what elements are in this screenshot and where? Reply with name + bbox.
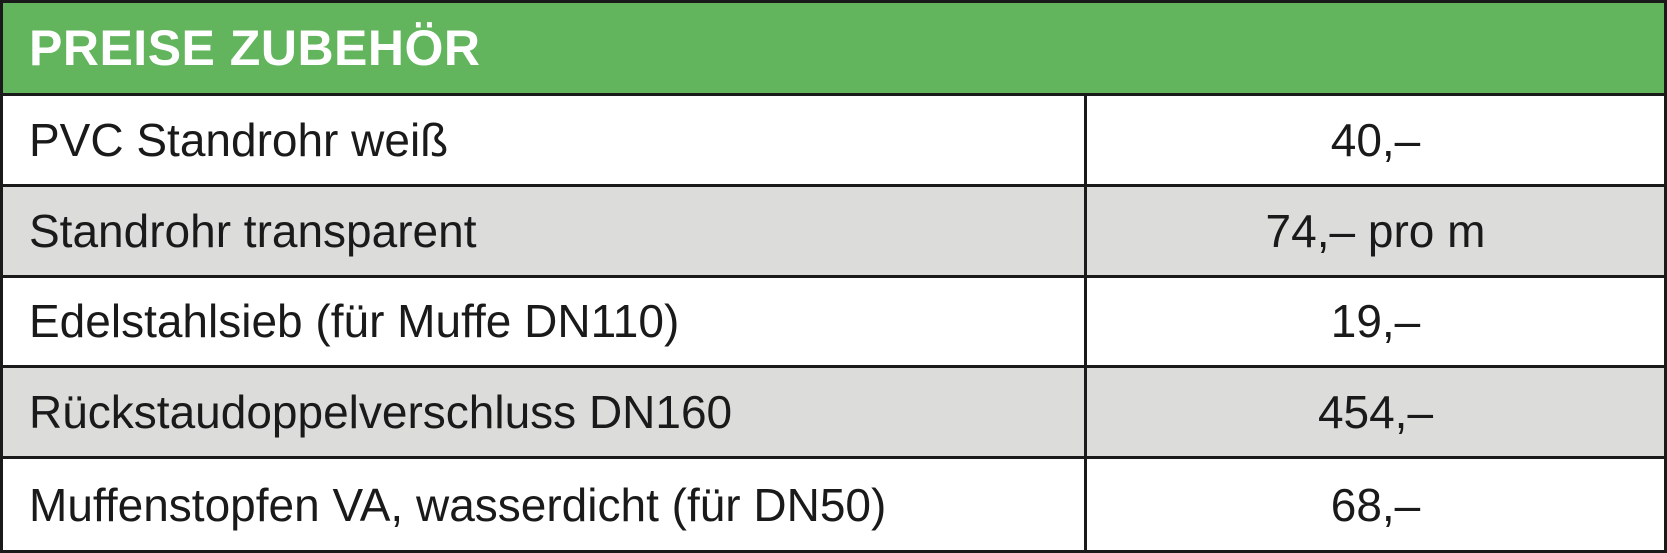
table-row: Muffenstopfen VA, wasserdicht (für DN50)… bbox=[3, 459, 1664, 550]
item-name: Muffenstopfen VA, wasserdicht (für DN50) bbox=[29, 478, 887, 531]
table-title: PREISE ZUBEHÖR bbox=[29, 20, 481, 76]
item-name: PVC Standrohr weiß bbox=[29, 113, 449, 166]
item-name: Standrohr transparent bbox=[29, 204, 477, 257]
item-price: 74,– pro m bbox=[1084, 186, 1664, 275]
item-name: Edelstahlsieb (für Muffe DN110) bbox=[29, 295, 680, 348]
table-row: PVC Standrohr weiß 40,– bbox=[3, 96, 1664, 187]
table-row: Standrohr transparent 74,– pro m bbox=[3, 186, 1664, 278]
table-row: Edelstahlsieb (für Muffe DN110) 19,– bbox=[3, 277, 1664, 369]
item-price: 19,– bbox=[1084, 277, 1664, 366]
item-price: 68,– bbox=[1084, 459, 1664, 550]
item-name: Rückstaudoppelverschluss DN160 bbox=[29, 386, 733, 439]
item-price: 40,– bbox=[1084, 96, 1664, 184]
table-row: Rückstaudoppelverschluss DN160 454,– bbox=[3, 368, 1664, 460]
table-header: PREISE ZUBEHÖR bbox=[3, 3, 1664, 96]
item-price: 454,– bbox=[1084, 368, 1664, 457]
